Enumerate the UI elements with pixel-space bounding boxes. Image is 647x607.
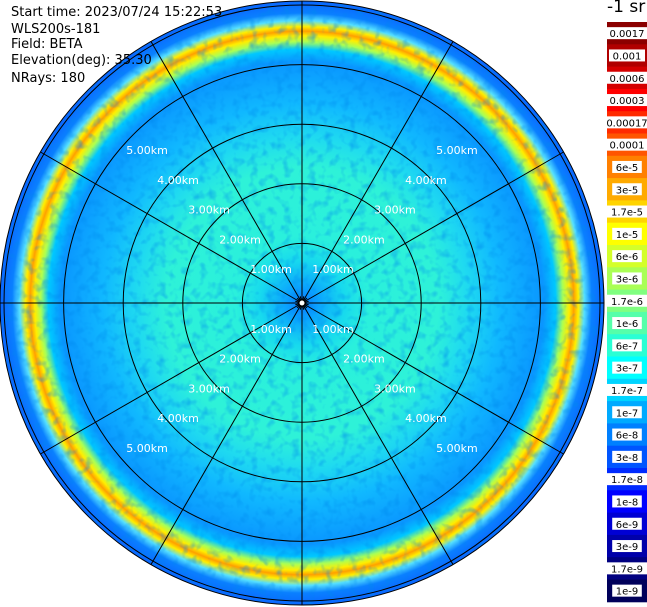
colorbar-tick-bg bbox=[612, 495, 642, 508]
colorbar-tick-bg bbox=[612, 428, 642, 441]
azimuth-line-120 bbox=[301, 302, 564, 455]
range-label-5-3: 5.00km bbox=[126, 442, 168, 455]
colorbar-tick-bg bbox=[602, 116, 647, 129]
colorbar-tick-label: 0.00017 bbox=[606, 118, 647, 129]
colorbar-tick-bg bbox=[612, 250, 642, 263]
range-label-4-3: 4.00km bbox=[157, 412, 199, 425]
polar-grid bbox=[0, 0, 605, 606]
colorbar-tick-bg bbox=[605, 27, 647, 40]
range-label-5-2: 5.00km bbox=[436, 442, 478, 455]
colorbar-tick-label: 6e-9 bbox=[616, 520, 639, 531]
range-label-3-0: 3.00km bbox=[188, 204, 230, 217]
azimuth-line-330 bbox=[150, 41, 303, 304]
colorbar-tick-bg bbox=[612, 540, 642, 553]
colorbar-tick-label: 1.7e-8 bbox=[611, 475, 643, 486]
radar-center-marker bbox=[295, 296, 309, 310]
colorbar-tick-label: 0.001 bbox=[613, 51, 642, 62]
colorbar-tick-label: 1.7e-6 bbox=[611, 297, 643, 308]
colorbar-tick-label: 1e-7 bbox=[616, 408, 639, 419]
colorbar-tick-label: 1.7e-9 bbox=[611, 564, 643, 575]
colorbar-tick-label: 6e-8 bbox=[616, 431, 639, 442]
azimuth-line-60 bbox=[301, 151, 564, 304]
range-label-2-2: 2.00km bbox=[343, 353, 385, 366]
colorbar-tick-bg bbox=[605, 473, 647, 486]
azimuth-line-240 bbox=[40, 302, 303, 455]
colorbar-tick-label: 1.7e-7 bbox=[611, 386, 643, 397]
colorbar-tick-label: 1e-5 bbox=[616, 230, 639, 241]
range-label-3-3: 3.00km bbox=[188, 382, 230, 395]
nrays-label: NRays: 180 bbox=[11, 71, 86, 86]
colorbar-tick-bg bbox=[612, 227, 642, 240]
azimuth-line-210 bbox=[150, 302, 303, 565]
colorbar-tick-bg bbox=[605, 71, 647, 84]
colorbar-tick-label: 6e-5 bbox=[616, 163, 639, 174]
range-label-2-0: 2.00km bbox=[219, 233, 261, 246]
colorbar-tick-bg bbox=[605, 383, 647, 396]
colorbar-tick-label: 6e-6 bbox=[616, 252, 639, 263]
range-label-4-1: 4.00km bbox=[405, 174, 447, 187]
colorbar-tick-bg bbox=[605, 562, 647, 575]
colorbar-tick-label: 6e-7 bbox=[616, 341, 639, 352]
center-dot bbox=[298, 299, 306, 307]
range-label-4-0: 4.00km bbox=[157, 174, 199, 187]
colorbar-tick-label: 3e-9 bbox=[616, 542, 639, 553]
colorbar-tick-label: 1e-9 bbox=[616, 587, 639, 598]
start-time-label: Start time: 2023/07/24 15:22:53 bbox=[11, 5, 223, 20]
colorbar-tick-bg bbox=[605, 205, 647, 218]
colorbar-unit-label: -1 sr bbox=[607, 0, 646, 17]
colorbar-tick-bg bbox=[612, 584, 642, 597]
azimuth-line-30 bbox=[301, 41, 454, 304]
range-label-3-1: 3.00km bbox=[374, 204, 416, 217]
range-label-2-3: 2.00km bbox=[219, 353, 261, 366]
colorbar-tick-bg bbox=[612, 450, 642, 463]
range-label-3-2: 3.00km bbox=[374, 382, 416, 395]
range-labels: 1.00km 1.00km 1.00km 1.00km 2.00km 2.00km 2.00… bbox=[126, 144, 477, 455]
range-label-1-3: 1.00km bbox=[250, 323, 292, 336]
colorbar-tick-label: 1e-8 bbox=[616, 497, 639, 508]
colorbar-tick-bg bbox=[612, 361, 642, 374]
colorbar-tick-bg bbox=[605, 94, 647, 107]
elevation-label: Elevation(deg): 35.30 bbox=[11, 53, 152, 68]
azimuth-line-150 bbox=[301, 302, 454, 565]
colorbar-tick-bg bbox=[612, 183, 642, 196]
colorbar-tick-bg bbox=[612, 160, 642, 173]
range-label-1-2: 1.00km bbox=[312, 323, 354, 336]
range-label-5-0: 5.00km bbox=[126, 144, 168, 157]
colorbar-tick-bg bbox=[605, 138, 647, 151]
range-label-5-1: 5.00km bbox=[436, 144, 478, 157]
range-label-1-1: 1.00km bbox=[312, 263, 354, 276]
colorbar-tick-label: 0.0006 bbox=[610, 74, 645, 85]
colorbar-tick-bg bbox=[612, 406, 642, 419]
colorbar-tick-label: 3e-7 bbox=[616, 364, 639, 375]
colorbar-tick-bg bbox=[612, 339, 642, 352]
range-label-1-0: 1.00km bbox=[250, 263, 292, 276]
azimuth-line-300 bbox=[40, 151, 303, 304]
range-label-4-2: 4.00km bbox=[405, 412, 447, 425]
colorbar-tick-label: 0.0001 bbox=[610, 141, 645, 152]
colorbar-tick-bg bbox=[612, 517, 642, 530]
colorbar-tick-label: 0.0017 bbox=[610, 29, 645, 40]
colorbar-tick-label: 1.7e-5 bbox=[611, 208, 643, 219]
instrument-label: WLS200s-181 bbox=[11, 22, 101, 37]
colorbar-tick-label: 3e-8 bbox=[616, 453, 639, 464]
colorbar-tick-bg bbox=[605, 294, 647, 307]
colorbar-tick-bg bbox=[609, 49, 645, 62]
colorbar-tick-bg bbox=[612, 272, 642, 285]
range-label-2-1: 2.00km bbox=[343, 233, 385, 246]
colorbar-tick-label: 3e-6 bbox=[616, 274, 639, 285]
colorbar-tick-label: 3e-5 bbox=[616, 185, 639, 196]
field-label: Field: BETA bbox=[11, 37, 83, 52]
colorbar-tick-label: 1e-6 bbox=[616, 319, 639, 330]
colorbar-tick-bg bbox=[612, 317, 642, 330]
colorbar-tick-label: 0.0003 bbox=[610, 96, 645, 107]
